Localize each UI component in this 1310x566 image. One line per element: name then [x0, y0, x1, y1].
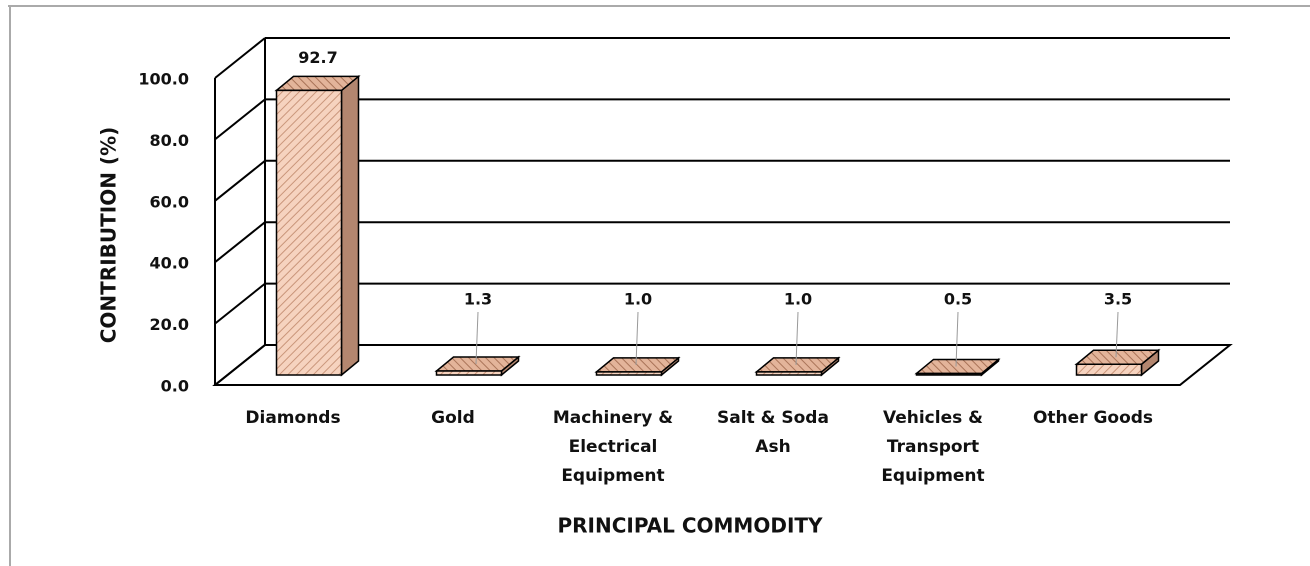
- bar-side: [340, 74, 360, 377]
- x-tick-label: Machinery & Electrical Equipment: [552, 408, 674, 486]
- x-tick-label: Other Goods: [1032, 408, 1154, 428]
- bar: [275, 89, 343, 376]
- y-tick-label: 0.0: [161, 377, 189, 396]
- grid-side: [214, 221, 266, 263]
- value-label: 1.0: [624, 290, 652, 309]
- leader-line: [795, 311, 799, 365]
- x-tick-label: Vehicles & Transport Equipment: [881, 408, 985, 486]
- leader-line: [475, 311, 479, 365]
- value-label: 3.5: [1104, 290, 1132, 309]
- y-tick-label: 80.0: [150, 131, 189, 150]
- value-label: 1.3: [464, 290, 492, 309]
- grid-side: [214, 37, 266, 79]
- grid-side: [214, 160, 266, 202]
- y-tick-label: 100.0: [138, 70, 189, 89]
- value-label: 92.7: [298, 48, 337, 67]
- y-tick-label: 40.0: [150, 254, 189, 273]
- leader-line: [635, 311, 639, 365]
- bar: [595, 371, 663, 376]
- y-axis-title: CONTRIBUTION (%): [97, 127, 121, 344]
- x-tick-label: Gold: [431, 408, 475, 428]
- bar: [435, 370, 503, 376]
- value-label: 0.5: [944, 290, 972, 309]
- grid-side: [214, 282, 266, 325]
- value-label: 1.0: [784, 290, 812, 309]
- bar: [915, 372, 983, 376]
- x-tick-label: Salt & Soda Ash: [717, 408, 829, 457]
- grid-side: [214, 98, 266, 141]
- x-axis-title: PRINCIPAL COMMODITY: [557, 514, 823, 538]
- y-tick-label: 60.0: [150, 192, 189, 211]
- y-tick-label: 20.0: [150, 315, 189, 334]
- bar: [755, 371, 823, 376]
- x-tick-label: Diamonds: [245, 408, 341, 428]
- leader-line: [1115, 311, 1119, 358]
- leader-line: [955, 311, 959, 367]
- grid-side: [214, 344, 266, 386]
- bar: [1075, 363, 1143, 376]
